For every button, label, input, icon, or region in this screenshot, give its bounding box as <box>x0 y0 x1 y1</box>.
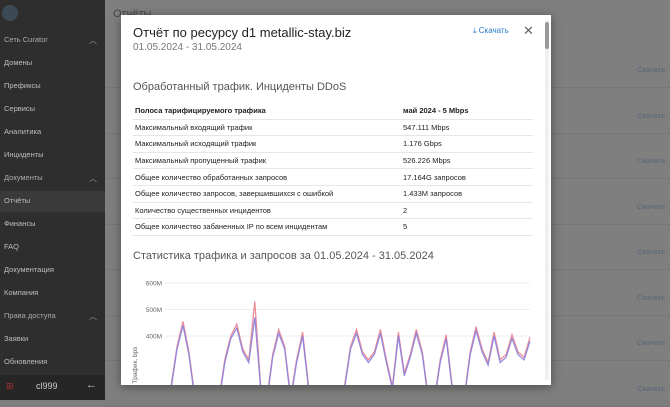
logo <box>2 5 18 21</box>
nav-item[interactable]: Компания <box>4 288 39 297</box>
header-cell: Полоса тарифицируемого трафика <box>133 103 401 120</box>
chevron: ︿ <box>89 36 97 45</box>
chevron: ︿ <box>89 174 97 183</box>
traffic-table: Полоса тарифицируемого трафика май 2024 -… <box>133 103 533 236</box>
y-tick-label: 600M <box>146 281 162 288</box>
background-download[interactable]: Скачать <box>637 156 666 165</box>
table-cell: Максимальный входящий трафик <box>133 119 401 137</box>
nav-item[interactable]: Права доступа <box>4 311 56 320</box>
row-separator <box>105 405 670 407</box>
table-row: Общее количество забаненных IP по всем и… <box>133 218 533 236</box>
table-row: Максимальный исходящий трафик 1.176 Gbps <box>133 135 533 153</box>
close-button[interactable]: ✕ <box>523 23 534 38</box>
nav-item[interactable]: Документы <box>4 173 43 182</box>
nav-item[interactable]: Домены <box>4 58 33 67</box>
table-cell: 526.226 Mbps <box>401 152 533 170</box>
table-row: Максимальный пропущенный трафик 526.226 M… <box>133 152 533 170</box>
user-name: cl999 <box>36 381 58 391</box>
table-cell: Максимальный пропущенный трафик <box>133 152 401 170</box>
table-cell: Количество существенных инцидентов <box>133 202 401 220</box>
nav-item[interactable]: Отчёты <box>4 196 31 205</box>
scrollbar-thumb[interactable] <box>545 22 549 49</box>
background-download[interactable]: Скачать <box>637 338 666 347</box>
user-bar <box>0 375 105 400</box>
modal-title: Отчёт по ресурсу d1 metallic-stay.biz <box>133 25 352 40</box>
y-axis-label: Трафик, bps <box>132 346 139 383</box>
table-cell: 1.433M запросов <box>401 185 533 203</box>
y-tick-label: 500M <box>146 307 162 314</box>
flag-icon: ⊞ <box>6 381 14 391</box>
chart: 400M 500M 600M Трафик, bps <box>132 281 531 385</box>
table-cell: Общее количество запросов, завершившихся… <box>133 185 401 203</box>
table-row: Максимальный входящий трафик 547.111 Mbps <box>133 119 533 137</box>
background-download[interactable]: Скачать <box>637 383 666 393</box>
table-cell: 17.164G запросов <box>401 168 533 186</box>
background-download[interactable]: Скачать <box>637 201 666 211</box>
download-link[interactable]: ⤓ Скачать <box>473 26 509 35</box>
traffic-line <box>170 317 531 385</box>
background-download[interactable]: Скачать <box>637 65 666 74</box>
background-download[interactable]: Скачать <box>637 292 666 302</box>
nav-item[interactable]: Префиксы <box>4 81 41 90</box>
active-item-bg <box>0 191 105 212</box>
sidebar: ︿ ︿ ︿ ⊞ cl999 ← Сеть Curator Домены Префик… <box>0 0 105 400</box>
nav-item[interactable]: Сеть Curator <box>4 35 48 44</box>
nav-item[interactable]: Документация <box>4 265 54 274</box>
nav-item[interactable]: Обновления <box>4 357 48 366</box>
table-header-row: Полоса тарифицируемого трафика май 2024 -… <box>133 103 533 120</box>
nav-item[interactable]: Финансы <box>4 219 36 228</box>
section-title: Обработанный трафик. Инциденты DDoS <box>133 81 347 93</box>
table-cell: 1.176 Gbps <box>401 135 533 153</box>
table-cell: Общее количество обработанных запросов <box>133 168 401 186</box>
y-tick-label: 400M <box>146 334 162 341</box>
nav-item[interactable]: Сервисы <box>4 104 36 113</box>
report-modal: Отчёт по ресурсу d1 metallic-stay.biz 01… <box>121 15 551 385</box>
nav-item[interactable]: Инциденты <box>4 150 44 159</box>
chevron: ︿ <box>89 312 97 321</box>
table-cell: 5 <box>401 218 533 236</box>
table-cell: Максимальный исходящий трафик <box>133 135 401 153</box>
table-row: Общее количество запросов, завершившихся… <box>133 185 533 203</box>
table-cell: 547.111 Mbps <box>401 119 533 137</box>
table-cell: 2 <box>401 202 533 220</box>
nav-item[interactable]: Заявки <box>4 334 29 343</box>
scrollbar-track <box>545 20 549 380</box>
nav-item[interactable]: Аналитика <box>4 127 42 136</box>
download-text[interactable]: Скачать <box>478 26 509 35</box>
background-download[interactable]: Скачать <box>637 110 666 120</box>
header-cell: май 2024 - 5 Mbps <box>401 103 533 120</box>
nav-item[interactable]: FAQ <box>4 242 20 251</box>
table-row: Количество существенных инцидентов 2 <box>133 202 533 220</box>
table-cell: Общее количество забаненных IP по всем и… <box>133 218 401 236</box>
collapse-arrow[interactable]: ← <box>86 379 97 391</box>
table-row: Общее количество обработанных запросов 17… <box>133 168 533 186</box>
modal-period: 01.05.2024 - 31.05.2024 <box>133 42 242 53</box>
chart-title: Статистика трафика и запросов за 01.05.2… <box>133 250 434 262</box>
background-download[interactable]: Скачать <box>637 247 666 256</box>
